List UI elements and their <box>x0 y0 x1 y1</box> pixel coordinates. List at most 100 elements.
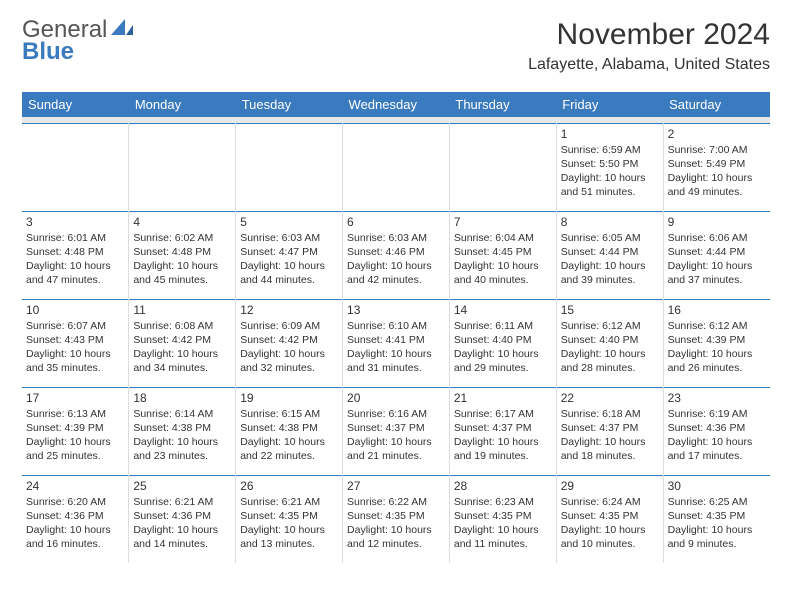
daylight-line-1: Daylight: 10 hours <box>347 435 445 449</box>
day-number: 20 <box>347 391 445 405</box>
day-number: 7 <box>454 215 552 229</box>
daylight-line-1: Daylight: 10 hours <box>668 347 766 361</box>
daylight-line-1: Daylight: 10 hours <box>561 259 659 273</box>
sunrise-line: Sunrise: 6:06 AM <box>668 231 766 245</box>
sail-icon <box>111 18 133 42</box>
weekday-header: Thursday <box>449 92 556 117</box>
day-cell: 9Sunrise: 6:06 AMSunset: 4:44 PMDaylight… <box>663 211 770 299</box>
weekday-header-row: Sunday Monday Tuesday Wednesday Thursday… <box>22 92 770 117</box>
weekday-header: Sunday <box>22 92 129 117</box>
empty-cell <box>449 123 556 211</box>
sunset-line: Sunset: 4:41 PM <box>347 333 445 347</box>
sunset-line: Sunset: 4:39 PM <box>668 333 766 347</box>
day-number: 13 <box>347 303 445 317</box>
sunrise-line: Sunrise: 6:15 AM <box>240 407 338 421</box>
daylight-line-1: Daylight: 10 hours <box>240 523 338 537</box>
empty-cell <box>129 123 236 211</box>
day-cell: 10Sunrise: 6:07 AMSunset: 4:43 PMDayligh… <box>22 299 129 387</box>
daylight-line-2: and 9 minutes. <box>668 537 766 551</box>
sunset-line: Sunset: 4:36 PM <box>26 509 124 523</box>
sunset-line: Sunset: 4:37 PM <box>561 421 659 435</box>
day-number: 10 <box>26 303 124 317</box>
sunrise-line: Sunrise: 6:16 AM <box>347 407 445 421</box>
day-number: 6 <box>347 215 445 229</box>
daylight-line-1: Daylight: 10 hours <box>668 171 766 185</box>
day-cell: 27Sunrise: 6:22 AMSunset: 4:35 PMDayligh… <box>343 475 450 563</box>
sunset-line: Sunset: 4:37 PM <box>347 421 445 435</box>
sunrise-line: Sunrise: 6:19 AM <box>668 407 766 421</box>
weekday-header: Wednesday <box>343 92 450 117</box>
sunset-line: Sunset: 4:38 PM <box>240 421 338 435</box>
day-number: 27 <box>347 479 445 493</box>
daylight-line-2: and 21 minutes. <box>347 449 445 463</box>
sunset-line: Sunset: 4:38 PM <box>133 421 231 435</box>
day-cell: 22Sunrise: 6:18 AMSunset: 4:37 PMDayligh… <box>556 387 663 475</box>
daylight-line-1: Daylight: 10 hours <box>133 523 231 537</box>
sunset-line: Sunset: 4:42 PM <box>133 333 231 347</box>
daylight-line-2: and 37 minutes. <box>668 273 766 287</box>
sunset-line: Sunset: 4:42 PM <box>240 333 338 347</box>
day-number: 17 <box>26 391 124 405</box>
daylight-line-1: Daylight: 10 hours <box>454 259 552 273</box>
daylight-line-2: and 44 minutes. <box>240 273 338 287</box>
daylight-line-1: Daylight: 10 hours <box>454 347 552 361</box>
daylight-line-2: and 16 minutes. <box>26 537 124 551</box>
daylight-line-2: and 42 minutes. <box>347 273 445 287</box>
day-cell: 23Sunrise: 6:19 AMSunset: 4:36 PMDayligh… <box>663 387 770 475</box>
daylight-line-1: Daylight: 10 hours <box>26 435 124 449</box>
day-number: 21 <box>454 391 552 405</box>
day-cell: 4Sunrise: 6:02 AMSunset: 4:48 PMDaylight… <box>129 211 236 299</box>
daylight-line-2: and 26 minutes. <box>668 361 766 375</box>
sunrise-line: Sunrise: 6:04 AM <box>454 231 552 245</box>
day-cell: 13Sunrise: 6:10 AMSunset: 4:41 PMDayligh… <box>343 299 450 387</box>
daylight-line-1: Daylight: 10 hours <box>133 435 231 449</box>
daylight-line-1: Daylight: 10 hours <box>240 347 338 361</box>
day-cell: 24Sunrise: 6:20 AMSunset: 4:36 PMDayligh… <box>22 475 129 563</box>
day-cell: 16Sunrise: 6:12 AMSunset: 4:39 PMDayligh… <box>663 299 770 387</box>
daylight-line-2: and 17 minutes. <box>668 449 766 463</box>
daylight-line-2: and 18 minutes. <box>561 449 659 463</box>
sunrise-line: Sunrise: 6:09 AM <box>240 319 338 333</box>
day-number: 28 <box>454 479 552 493</box>
day-cell: 26Sunrise: 6:21 AMSunset: 4:35 PMDayligh… <box>236 475 343 563</box>
empty-cell <box>22 123 129 211</box>
daylight-line-2: and 28 minutes. <box>561 361 659 375</box>
sunset-line: Sunset: 4:44 PM <box>561 245 659 259</box>
daylight-line-2: and 13 minutes. <box>240 537 338 551</box>
sunset-line: Sunset: 4:40 PM <box>561 333 659 347</box>
daylight-line-2: and 45 minutes. <box>133 273 231 287</box>
daylight-line-2: and 29 minutes. <box>454 361 552 375</box>
day-cell: 11Sunrise: 6:08 AMSunset: 4:42 PMDayligh… <box>129 299 236 387</box>
day-number: 22 <box>561 391 659 405</box>
day-cell: 15Sunrise: 6:12 AMSunset: 4:40 PMDayligh… <box>556 299 663 387</box>
day-cell: 17Sunrise: 6:13 AMSunset: 4:39 PMDayligh… <box>22 387 129 475</box>
daylight-line-1: Daylight: 10 hours <box>668 259 766 273</box>
day-cell: 18Sunrise: 6:14 AMSunset: 4:38 PMDayligh… <box>129 387 236 475</box>
sunrise-line: Sunrise: 6:03 AM <box>347 231 445 245</box>
sunset-line: Sunset: 4:48 PM <box>133 245 231 259</box>
location-text: Lafayette, Alabama, United States <box>528 56 770 74</box>
daylight-line-2: and 32 minutes. <box>240 361 338 375</box>
sunrise-line: Sunrise: 6:25 AM <box>668 495 766 509</box>
daylight-line-1: Daylight: 10 hours <box>26 259 124 273</box>
sunrise-line: Sunrise: 6:59 AM <box>561 143 659 157</box>
day-cell: 5Sunrise: 6:03 AMSunset: 4:47 PMDaylight… <box>236 211 343 299</box>
sunset-line: Sunset: 4:48 PM <box>26 245 124 259</box>
sunrise-line: Sunrise: 6:03 AM <box>240 231 338 245</box>
day-cell: 14Sunrise: 6:11 AMSunset: 4:40 PMDayligh… <box>449 299 556 387</box>
sunrise-line: Sunrise: 6:08 AM <box>133 319 231 333</box>
sunset-line: Sunset: 4:40 PM <box>454 333 552 347</box>
day-number: 19 <box>240 391 338 405</box>
sunrise-line: Sunrise: 6:18 AM <box>561 407 659 421</box>
sunset-line: Sunset: 4:35 PM <box>240 509 338 523</box>
sunrise-line: Sunrise: 6:07 AM <box>26 319 124 333</box>
sunrise-line: Sunrise: 6:01 AM <box>26 231 124 245</box>
daylight-line-1: Daylight: 10 hours <box>561 171 659 185</box>
sunrise-line: Sunrise: 7:00 AM <box>668 143 766 157</box>
month-title: November 2024 <box>528 18 770 52</box>
day-cell: 21Sunrise: 6:17 AMSunset: 4:37 PMDayligh… <box>449 387 556 475</box>
day-number: 3 <box>26 215 124 229</box>
weekday-header: Monday <box>129 92 236 117</box>
day-number: 2 <box>668 127 766 141</box>
calendar-row: 3Sunrise: 6:01 AMSunset: 4:48 PMDaylight… <box>22 211 770 299</box>
